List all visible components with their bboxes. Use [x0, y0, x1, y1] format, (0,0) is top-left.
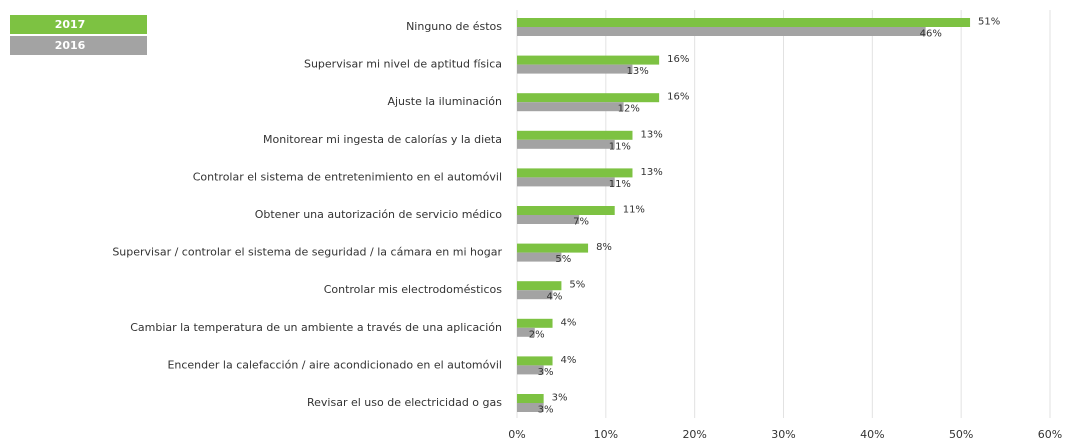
x-tick-label: 50% — [949, 428, 973, 441]
value-label: 4% — [561, 355, 577, 366]
bar — [517, 139, 615, 149]
bar — [517, 365, 544, 375]
value-label: 8% — [596, 242, 612, 253]
bar — [517, 168, 633, 178]
category-label: Revisar el uso de electricidad o gas — [307, 396, 502, 409]
value-label: 46% — [920, 29, 942, 40]
value-label: 51% — [978, 17, 1000, 28]
x-tick-label: 40% — [860, 428, 884, 441]
bar — [517, 394, 544, 403]
bar — [517, 290, 553, 300]
category-label: Cambiar la temperatura de un ambiente a … — [130, 321, 502, 334]
bar — [517, 356, 553, 366]
category-label: Monitorear mi ingesta de calorías y la d… — [263, 133, 502, 146]
legend-swatch — [10, 36, 147, 55]
value-label: 5% — [555, 254, 571, 265]
bar — [517, 215, 580, 224]
bar — [517, 252, 562, 262]
category-label: Encender la calefacción / aire acondicio… — [167, 358, 502, 371]
category-label: Supervisar / controlar el sistema de seg… — [112, 246, 502, 259]
category-label: Ajuste la iluminación — [387, 95, 502, 108]
value-label: 3% — [538, 405, 554, 416]
category-label: Supervisar mi nivel de aptitud física — [304, 58, 502, 71]
bar — [517, 102, 624, 112]
value-label: 3% — [538, 367, 554, 378]
value-label: 3% — [552, 393, 568, 404]
value-label: 11% — [623, 205, 645, 216]
bar — [517, 27, 926, 36]
value-label: 7% — [573, 217, 589, 228]
x-tick-label: 60% — [1038, 428, 1062, 441]
value-label: 13% — [640, 167, 662, 178]
bar — [517, 403, 544, 412]
value-label: 2% — [529, 329, 545, 340]
bar — [517, 327, 535, 337]
x-tick-label: 10% — [594, 428, 618, 441]
value-label: 4% — [561, 317, 577, 328]
bar — [517, 18, 971, 27]
bar — [517, 130, 633, 140]
value-label: 11% — [609, 179, 631, 190]
value-label: 16% — [667, 54, 689, 65]
value-label: 4% — [547, 292, 563, 303]
value-label: 13% — [626, 66, 648, 77]
category-label: Controlar el sistema de entretenimiento … — [193, 170, 502, 183]
value-label: 12% — [618, 104, 640, 115]
value-label: 11% — [609, 141, 631, 152]
x-tick-label: 20% — [682, 428, 706, 441]
x-tick-label: 30% — [771, 428, 795, 441]
x-tick-label: 0% — [508, 428, 525, 441]
value-label: 16% — [667, 92, 689, 103]
value-label: 13% — [640, 129, 662, 140]
legend-swatch — [10, 15, 147, 34]
bar — [517, 206, 615, 215]
category-label: Ninguno de éstos — [406, 20, 502, 33]
category-label: Controlar mis electrodomésticos — [324, 283, 503, 296]
bar — [517, 55, 660, 65]
bar — [517, 318, 553, 328]
bar — [517, 177, 615, 187]
value-label: 5% — [569, 280, 585, 291]
category-label: Obtener una autorización de servicio méd… — [255, 208, 503, 221]
bar — [517, 281, 562, 291]
bar — [517, 64, 633, 74]
bar — [517, 243, 589, 253]
bar — [517, 93, 660, 103]
legend-label: 2017 — [55, 18, 86, 31]
legend-label: 2016 — [55, 39, 86, 52]
